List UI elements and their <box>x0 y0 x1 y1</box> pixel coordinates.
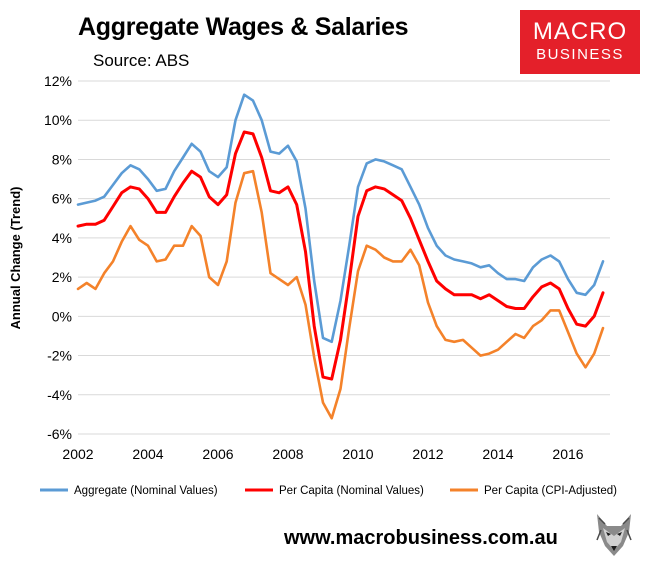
x-axis-tick-labels: 2002 2004 2006 2008 2010 2012 2014 2016 <box>62 446 583 462</box>
y-tick-label: -4% <box>47 387 72 403</box>
series-per-capita-nominal-legend-label: Per Capita (Nominal Values) <box>279 485 424 497</box>
x-tick-label: 2004 <box>132 446 163 462</box>
y-axis-label: Annual Change (Trend) <box>8 187 23 330</box>
y-axis-tick-labels: -6% -4% -2% 0% 2% 4% 6% 8% 10% 12% <box>44 73 72 442</box>
series-per-capita-cpi-adjusted-legend-label: Per Capita (CPI-Adjusted) <box>484 485 617 497</box>
y-tick-label: 10% <box>44 112 72 128</box>
y-tick-label: 0% <box>52 308 72 324</box>
y-tick-label: -6% <box>47 426 72 442</box>
y-tick-label: -2% <box>47 348 72 364</box>
x-tick-label: 2014 <box>482 446 513 462</box>
series-lines <box>76 93 605 420</box>
series-aggregate-nominal-line <box>76 93 605 344</box>
series-per-capita-nominal-line <box>76 130 605 381</box>
x-tick-label: 2012 <box>412 446 443 462</box>
x-tick-label: 2002 <box>62 446 93 462</box>
y-tick-label: 2% <box>52 269 72 285</box>
y-tick-label: 6% <box>52 191 72 207</box>
logo-line-2: BUSINESS <box>536 46 624 63</box>
x-tick-label: 2016 <box>552 446 583 462</box>
y-tick-label: 8% <box>52 151 72 167</box>
y-tick-label: 12% <box>44 73 72 89</box>
logo-line-1: MACRO <box>532 18 628 45</box>
y-tick-label: 4% <box>52 230 72 246</box>
x-tick-label: 2006 <box>202 446 233 462</box>
x-tick-label: 2008 <box>272 446 303 462</box>
series-per-capita-cpi-adjusted-line <box>76 169 605 420</box>
x-tick-label: 2010 <box>342 446 373 462</box>
series-aggregate-nominal-legend-label: Aggregate (Nominal Values) <box>74 485 218 497</box>
chart-title: Aggregate Wages & Salaries <box>78 13 409 41</box>
macrobusiness-logo[interactable]: MACRO BUSINESS <box>520 10 640 74</box>
legend: Aggregate (Nominal Values) Per Capita (No… <box>40 485 617 497</box>
footer-url[interactable]: www.macrobusiness.com.au <box>284 527 558 549</box>
chart-source: Source: ABS <box>93 51 190 70</box>
gridlines <box>78 80 610 435</box>
wolf-head-icon <box>593 510 635 558</box>
